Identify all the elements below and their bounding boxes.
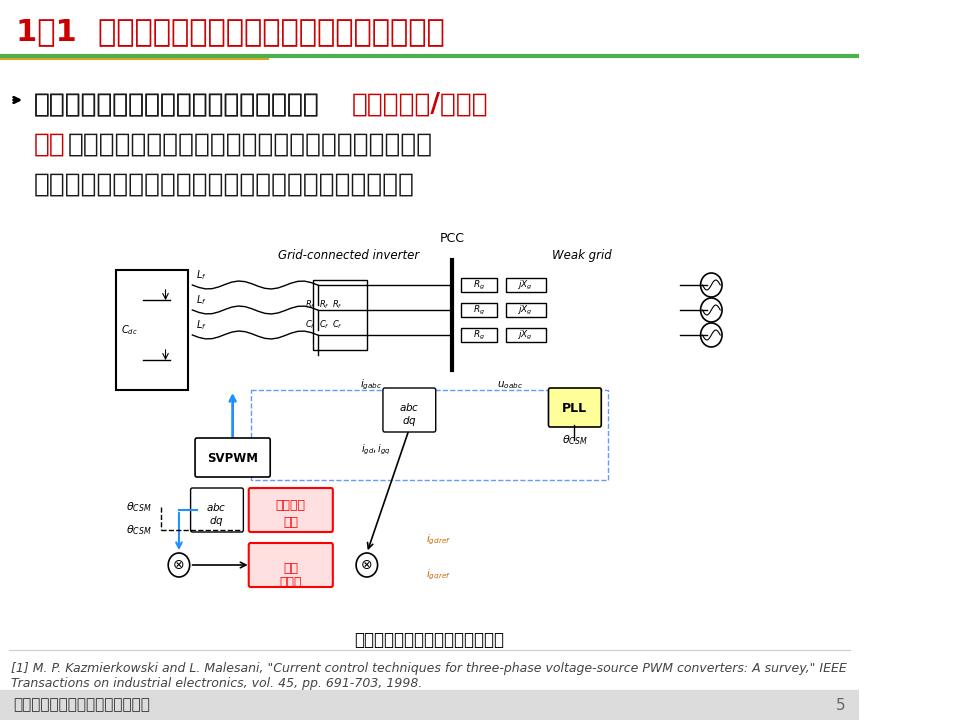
Text: $abc$: $abc$ — [206, 501, 227, 513]
Text: $R_g$: $R_g$ — [472, 303, 485, 317]
Text: PCC: PCC — [440, 232, 465, 245]
Text: $u_{oabc}$: $u_{oabc}$ — [497, 379, 523, 391]
Text: $jX_g$: $jX_g$ — [517, 328, 533, 341]
Text: $R_g$: $R_g$ — [472, 279, 485, 292]
Text: $R_f$: $R_f$ — [332, 299, 343, 311]
Bar — [116, 270, 188, 390]
Text: $L_f$: $L_f$ — [196, 268, 206, 282]
Text: $\theta_{CSM}$: $\theta_{CSM}$ — [126, 523, 152, 537]
Text: 电压前馈: 电压前馈 — [276, 498, 306, 511]
Text: 电流: 电流 — [283, 562, 299, 575]
Bar — [461, 278, 496, 292]
Text: 随型: 随型 — [34, 132, 65, 158]
Text: $\theta_{CSM}$: $\theta_{CSM}$ — [562, 433, 588, 447]
Text: $abc$: $abc$ — [398, 401, 420, 413]
FancyBboxPatch shape — [191, 488, 244, 532]
FancyBboxPatch shape — [249, 488, 333, 532]
Text: ⊗: ⊗ — [361, 558, 372, 572]
Bar — [0, 0, 859, 58]
Bar — [461, 328, 496, 342]
Text: 环节: 环节 — [283, 516, 299, 528]
Bar — [506, 328, 546, 342]
Text: $i_{gqref}$: $i_{gqref}$ — [426, 568, 451, 582]
Text: ⊗: ⊗ — [173, 558, 184, 572]
Text: $i_{gd}, i_{gq}$: $i_{gd}, i_{gq}$ — [361, 443, 391, 457]
Text: $L_f$: $L_f$ — [196, 293, 206, 307]
Bar — [0, 690, 859, 720]
Text: 中国电工技术学会新媒体平台发布: 中国电工技术学会新媒体平台发布 — [13, 698, 151, 713]
FancyBboxPatch shape — [548, 388, 601, 427]
Text: Grid-connected inverter: Grid-connected inverter — [278, 248, 420, 261]
Text: Weak grid: Weak grid — [552, 248, 612, 261]
Text: $R_f$: $R_f$ — [320, 299, 330, 311]
Text: 目前，并网逆变器主要采用电流源模式（: 目前，并网逆变器主要采用电流源模式（ — [34, 92, 320, 118]
Bar — [506, 303, 546, 317]
Bar — [313, 280, 367, 350]
FancyBboxPatch shape — [383, 388, 436, 432]
Text: $C_f$: $C_f$ — [305, 319, 316, 331]
Bar — [461, 303, 496, 317]
Text: PLL: PLL — [562, 402, 587, 415]
Text: $\theta_{CSM}$: $\theta_{CSM}$ — [126, 500, 152, 514]
Text: 目前，并网逆变器主要采用电流源模式（电流控制型/电网跟: 目前，并网逆变器主要采用电流源模式（电流控制型/电网跟 — [34, 92, 456, 118]
Text: $dq$: $dq$ — [401, 414, 417, 428]
Text: 电流源模式并网逆变器控制原理图: 电流源模式并网逆变器控制原理图 — [354, 631, 504, 649]
Text: 5: 5 — [836, 698, 846, 713]
Text: $jX_g$: $jX_g$ — [517, 303, 533, 317]
Text: $R_f$: $R_f$ — [305, 299, 316, 311]
Bar — [251, 390, 609, 480]
Text: [1] M. P. Kazmierkowski and L. Malesani, "Current control techniques for three-p: [1] M. P. Kazmierkowski and L. Malesani,… — [11, 662, 847, 690]
Text: $i_{gdref}$: $i_{gdref}$ — [426, 533, 451, 547]
Text: ）并网，强电网下不仅能实现新能源利用率的最大化: ）并网，强电网下不仅能实现新能源利用率的最大化 — [68, 132, 433, 158]
Text: SVPWM: SVPWM — [207, 451, 258, 464]
Text: $C_f$: $C_f$ — [320, 319, 330, 331]
FancyBboxPatch shape — [195, 438, 270, 477]
Bar — [506, 278, 546, 292]
Text: 调节器: 调节器 — [279, 575, 302, 588]
Text: 1．1  电流源模式并网逆变器控制及其存在的问题: 1．1 电流源模式并网逆变器控制及其存在的问题 — [16, 17, 444, 47]
Text: （最大功率跟踪），还可以保证较高的并网电能质量。: （最大功率跟踪），还可以保证较高的并网电能质量。 — [34, 172, 415, 198]
Text: $jX_g$: $jX_g$ — [517, 279, 533, 292]
Text: $L_f$: $L_f$ — [196, 318, 206, 332]
Text: 目前，并网逆变器主要采用电流源模式（: 目前，并网逆变器主要采用电流源模式（ — [34, 92, 320, 118]
Text: $C_f$: $C_f$ — [332, 319, 343, 331]
Text: $i_{gabc}$: $i_{gabc}$ — [360, 378, 382, 392]
Text: $dq$: $dq$ — [209, 514, 224, 528]
FancyBboxPatch shape — [249, 543, 333, 587]
Text: 电流控制型/电网跟: 电流控制型/电网跟 — [351, 92, 489, 118]
Text: $R_g$: $R_g$ — [472, 328, 485, 341]
Text: $C_{dc}$: $C_{dc}$ — [121, 323, 137, 337]
